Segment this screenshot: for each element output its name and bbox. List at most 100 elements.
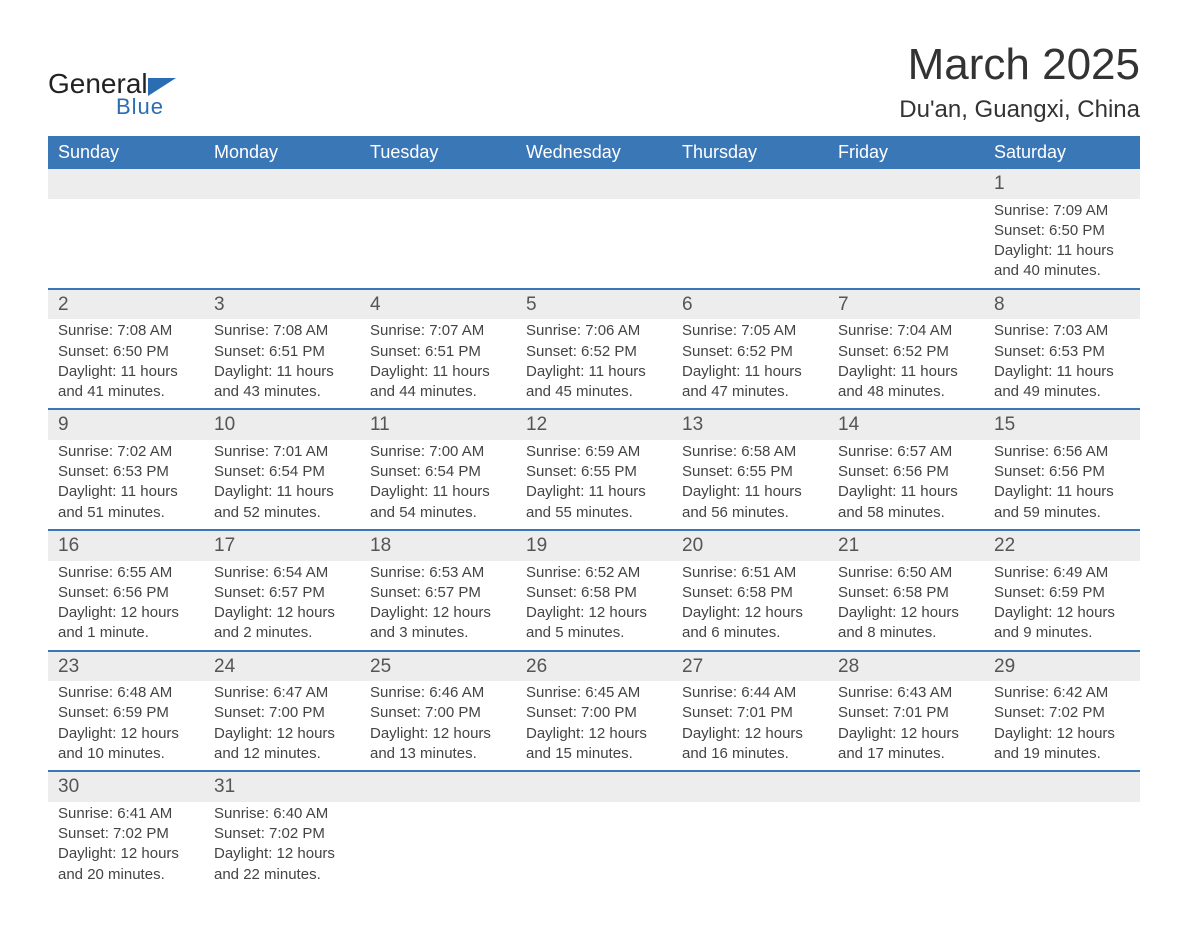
sunset-text: Sunset: 6:54 PM [370, 462, 506, 482]
sunset-text: Sunset: 7:02 PM [214, 824, 350, 844]
day-data: Sunrise: 7:09 AMSunset: 6:50 PMDaylight:… [984, 199, 1140, 288]
sunrise-text: Sunrise: 7:08 AM [214, 321, 350, 341]
day-number-cell [360, 169, 516, 199]
day-data-cell: Sunrise: 6:48 AMSunset: 6:59 PMDaylight:… [48, 681, 204, 771]
day-number: 26 [516, 652, 672, 682]
day-data-cell: Sunrise: 7:00 AMSunset: 6:54 PMDaylight:… [360, 440, 516, 530]
day-number: 14 [828, 410, 984, 440]
weekday-header: Saturday [984, 136, 1140, 169]
sunrise-text: Sunrise: 6:56 AM [994, 442, 1130, 462]
sunrise-text: Sunrise: 6:46 AM [370, 683, 506, 703]
day-number [672, 169, 828, 173]
day-data-cell: Sunrise: 6:50 AMSunset: 6:58 PMDaylight:… [828, 561, 984, 651]
daylight-text-1: Daylight: 12 hours [838, 603, 974, 623]
day-number-row: 9101112131415 [48, 409, 1140, 440]
day-data-cell [516, 802, 672, 891]
sunset-text: Sunset: 6:58 PM [682, 583, 818, 603]
day-number: 27 [672, 652, 828, 682]
day-number-cell: 18 [360, 530, 516, 561]
day-number-cell: 7 [828, 289, 984, 320]
day-number-cell: 27 [672, 651, 828, 682]
day-data-cell [672, 199, 828, 289]
day-data: Sunrise: 6:51 AMSunset: 6:58 PMDaylight:… [672, 561, 828, 650]
day-number: 25 [360, 652, 516, 682]
page-subtitle: Du'an, Guangxi, China [899, 96, 1140, 124]
day-number: 18 [360, 531, 516, 561]
weekday-header: Friday [828, 136, 984, 169]
day-number: 29 [984, 652, 1140, 682]
day-data: Sunrise: 6:52 AMSunset: 6:58 PMDaylight:… [516, 561, 672, 650]
sunrise-text: Sunrise: 6:50 AM [838, 563, 974, 583]
sunrise-text: Sunrise: 7:07 AM [370, 321, 506, 341]
daylight-text-2: and 52 minutes. [214, 503, 350, 523]
sunrise-text: Sunrise: 6:59 AM [526, 442, 662, 462]
day-data: Sunrise: 6:48 AMSunset: 6:59 PMDaylight:… [48, 681, 204, 770]
day-number [828, 772, 984, 776]
day-number: 4 [360, 290, 516, 320]
daylight-text-2: and 10 minutes. [58, 744, 194, 764]
day-number-cell: 24 [204, 651, 360, 682]
daylight-text-1: Daylight: 11 hours [838, 482, 974, 502]
logo: General Blue [48, 40, 176, 118]
day-number-cell: 26 [516, 651, 672, 682]
day-data-cell: Sunrise: 7:05 AMSunset: 6:52 PMDaylight:… [672, 319, 828, 409]
day-data-row: Sunrise: 6:48 AMSunset: 6:59 PMDaylight:… [48, 681, 1140, 771]
sunrise-text: Sunrise: 7:05 AM [682, 321, 818, 341]
logo-text: General Blue [48, 70, 176, 118]
sunrise-text: Sunrise: 6:41 AM [58, 804, 194, 824]
day-data: Sunrise: 6:53 AMSunset: 6:57 PMDaylight:… [360, 561, 516, 650]
day-number-cell: 22 [984, 530, 1140, 561]
sunrise-text: Sunrise: 6:45 AM [526, 683, 662, 703]
daylight-text-1: Daylight: 11 hours [994, 482, 1130, 502]
daylight-text-1: Daylight: 12 hours [526, 724, 662, 744]
day-number-cell: 6 [672, 289, 828, 320]
daylight-text-2: and 12 minutes. [214, 744, 350, 764]
daylight-text-2: and 13 minutes. [370, 744, 506, 764]
day-number: 31 [204, 772, 360, 802]
day-number-cell: 9 [48, 409, 204, 440]
sunset-text: Sunset: 6:53 PM [58, 462, 194, 482]
day-number-cell [360, 771, 516, 802]
day-data: Sunrise: 6:45 AMSunset: 7:00 PMDaylight:… [516, 681, 672, 770]
day-data-cell [984, 802, 1140, 891]
daylight-text-1: Daylight: 11 hours [994, 241, 1130, 261]
day-data-cell [360, 802, 516, 891]
day-data-cell: Sunrise: 6:46 AMSunset: 7:00 PMDaylight:… [360, 681, 516, 771]
sunrise-text: Sunrise: 6:40 AM [214, 804, 350, 824]
daylight-text-2: and 44 minutes. [370, 382, 506, 402]
day-number [360, 772, 516, 776]
weekday-header: Monday [204, 136, 360, 169]
day-data-cell: Sunrise: 6:57 AMSunset: 6:56 PMDaylight:… [828, 440, 984, 530]
weekday-header: Thursday [672, 136, 828, 169]
daylight-text-1: Daylight: 11 hours [370, 362, 506, 382]
day-data: Sunrise: 6:40 AMSunset: 7:02 PMDaylight:… [204, 802, 360, 891]
daylight-text-2: and 6 minutes. [682, 623, 818, 643]
daylight-text-2: and 22 minutes. [214, 865, 350, 885]
daylight-text-1: Daylight: 12 hours [58, 844, 194, 864]
daylight-text-2: and 47 minutes. [682, 382, 818, 402]
day-number: 16 [48, 531, 204, 561]
day-data-empty [672, 802, 828, 810]
day-data-cell [204, 199, 360, 289]
day-data: Sunrise: 6:59 AMSunset: 6:55 PMDaylight:… [516, 440, 672, 529]
day-number: 30 [48, 772, 204, 802]
day-data-cell: Sunrise: 6:51 AMSunset: 6:58 PMDaylight:… [672, 561, 828, 651]
day-number-cell: 10 [204, 409, 360, 440]
day-number [828, 169, 984, 173]
day-data-cell [360, 199, 516, 289]
day-data-cell: Sunrise: 7:02 AMSunset: 6:53 PMDaylight:… [48, 440, 204, 530]
day-data-cell: Sunrise: 7:01 AMSunset: 6:54 PMDaylight:… [204, 440, 360, 530]
daylight-text-1: Daylight: 12 hours [682, 724, 818, 744]
sunset-text: Sunset: 6:50 PM [994, 221, 1130, 241]
day-number-cell [672, 169, 828, 199]
daylight-text-2: and 1 minute. [58, 623, 194, 643]
day-number: 23 [48, 652, 204, 682]
day-number: 10 [204, 410, 360, 440]
daylight-text-1: Daylight: 11 hours [526, 362, 662, 382]
weekday-header: Wednesday [516, 136, 672, 169]
day-data-empty [516, 199, 672, 279]
page-title: March 2025 [899, 40, 1140, 90]
day-data: Sunrise: 6:44 AMSunset: 7:01 PMDaylight:… [672, 681, 828, 770]
day-number: 8 [984, 290, 1140, 320]
sunrise-text: Sunrise: 6:42 AM [994, 683, 1130, 703]
